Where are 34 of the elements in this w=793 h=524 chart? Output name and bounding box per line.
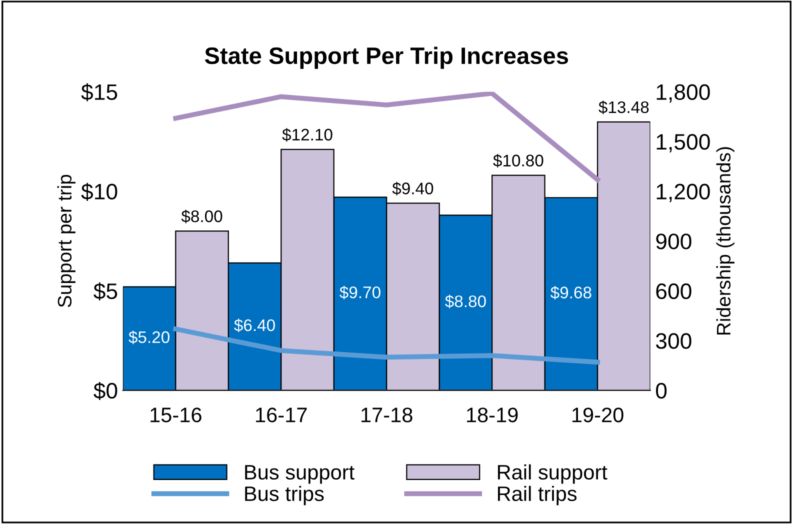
x-tick-label: 19-20 [572,408,624,422]
data-label: $6.40 [234,318,275,332]
legend-label: Rail support [498,464,608,484]
x-tick-label: 16-17 [256,408,307,422]
data-label: $8.00 [181,210,222,224]
y2-tick-label: 1,800 [656,84,710,103]
y2-axis-title: Ridership (thousands) [716,147,734,335]
legend-label: Bus support [245,465,354,484]
legend-label: Bus trips [245,486,324,506]
data-label: $8.80 [445,294,486,308]
data-label: $9.70 [340,286,380,300]
data-label: $12.10 [282,128,332,142]
y2-tick-label: 1,200 [656,184,710,202]
data-label: $5.20 [128,330,170,344]
data-label: $10.80 [493,154,544,168]
y-tick-label: $0 [94,382,118,400]
y2-tick-label: 600 [656,283,692,300]
y-tick-label: $15 [81,83,118,102]
y-tick-label: $10 [81,182,118,201]
y2-tick-label: 1,500 [656,134,710,152]
y2-tick-label: 300 [656,333,692,349]
chart-title: State Support Per Trip Increases [204,46,568,69]
legend-label: Rail trips [498,486,577,506]
x-tick-label: 15-16 [150,408,202,422]
y2-tick-label: 0 [656,382,667,399]
x-tick-label: 18-19 [467,408,518,422]
y-tick-label: $5 [94,282,118,300]
y2-tick-label: 900 [656,234,692,250]
data-label: $9.68 [550,286,592,300]
line-series [173,92,600,182]
x-tick-label: 17-18 [362,408,412,422]
y-axis-title: Support per trip [57,174,76,308]
data-label: $9.40 [392,182,434,196]
data-label: $13.48 [598,100,649,114]
